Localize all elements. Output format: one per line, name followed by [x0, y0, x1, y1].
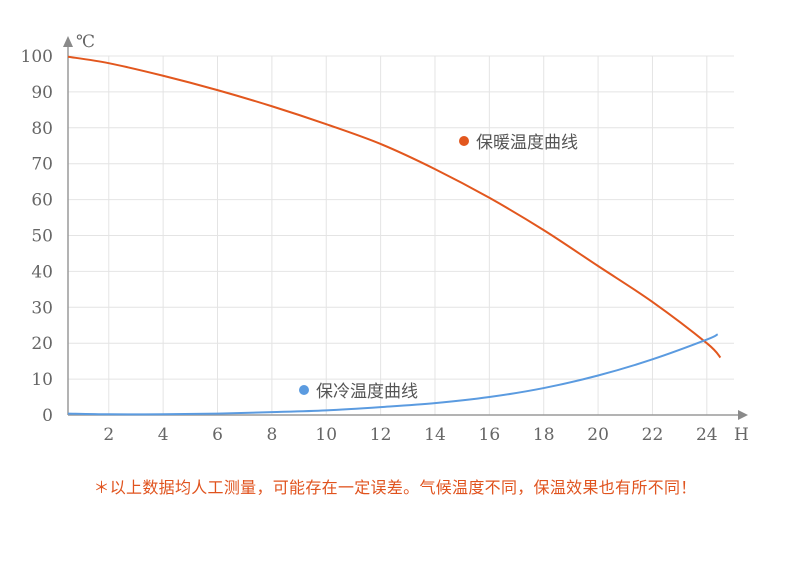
legend-cold-label: 保冷温度曲线 [316, 382, 418, 402]
x-tick-label: 8 [266, 425, 277, 445]
y-tick-label: 30 [31, 298, 53, 318]
y-tick-label: 40 [31, 262, 53, 282]
y-tick-label: 10 [31, 370, 53, 390]
legend-warm: 保暖温度曲线 [459, 133, 578, 153]
grid [68, 55, 734, 415]
x-tick-label: 14 [424, 425, 446, 445]
x-tick-label: 18 [533, 425, 555, 445]
legend-cold-dot [299, 385, 309, 395]
x-axis-unit: H [734, 425, 749, 445]
y-axis-unit: ℃ [76, 32, 95, 52]
x-tick-labels: 2 4 6 8 10 12 14 16 18 20 22 24 [103, 425, 717, 445]
x-tick-label: 20 [587, 425, 609, 445]
x-tick-label: 16 [479, 425, 501, 445]
y-tick-label: 60 [31, 191, 53, 211]
x-tick-label: 6 [212, 425, 223, 445]
measurement-note: ＊以上数据均人工测量，可能存在一定误差。气候温度不同，保温效果也有所不同！ [93, 478, 697, 497]
legend-warm-dot [459, 136, 469, 146]
y-tick-label: 20 [31, 334, 53, 354]
y-tick-label: 0 [42, 406, 53, 426]
x-axis-arrow [738, 410, 748, 420]
y-tick-label: 100 [21, 47, 53, 67]
y-tick-labels: 0 10 20 30 40 50 60 70 80 90 100 [21, 47, 53, 426]
legend-cold: 保冷温度曲线 [299, 382, 418, 402]
x-tick-label: 2 [103, 425, 114, 445]
series-line-cold [67, 333, 719, 416]
x-tick-label: 22 [642, 425, 664, 445]
x-tick-label: 4 [158, 425, 169, 445]
x-tick-label: 12 [370, 425, 392, 445]
series-line-warm [67, 55, 722, 359]
legend-warm-label: 保暖温度曲线 [476, 133, 578, 153]
series-lines [67, 55, 722, 416]
x-tick-label: 24 [696, 425, 718, 445]
x-tick-label: 10 [315, 425, 337, 445]
y-axis-arrow [63, 36, 73, 47]
y-tick-label: 90 [31, 83, 53, 103]
y-tick-label: 70 [31, 155, 53, 175]
y-tick-label: 50 [31, 227, 53, 247]
y-tick-label: 80 [31, 119, 53, 139]
